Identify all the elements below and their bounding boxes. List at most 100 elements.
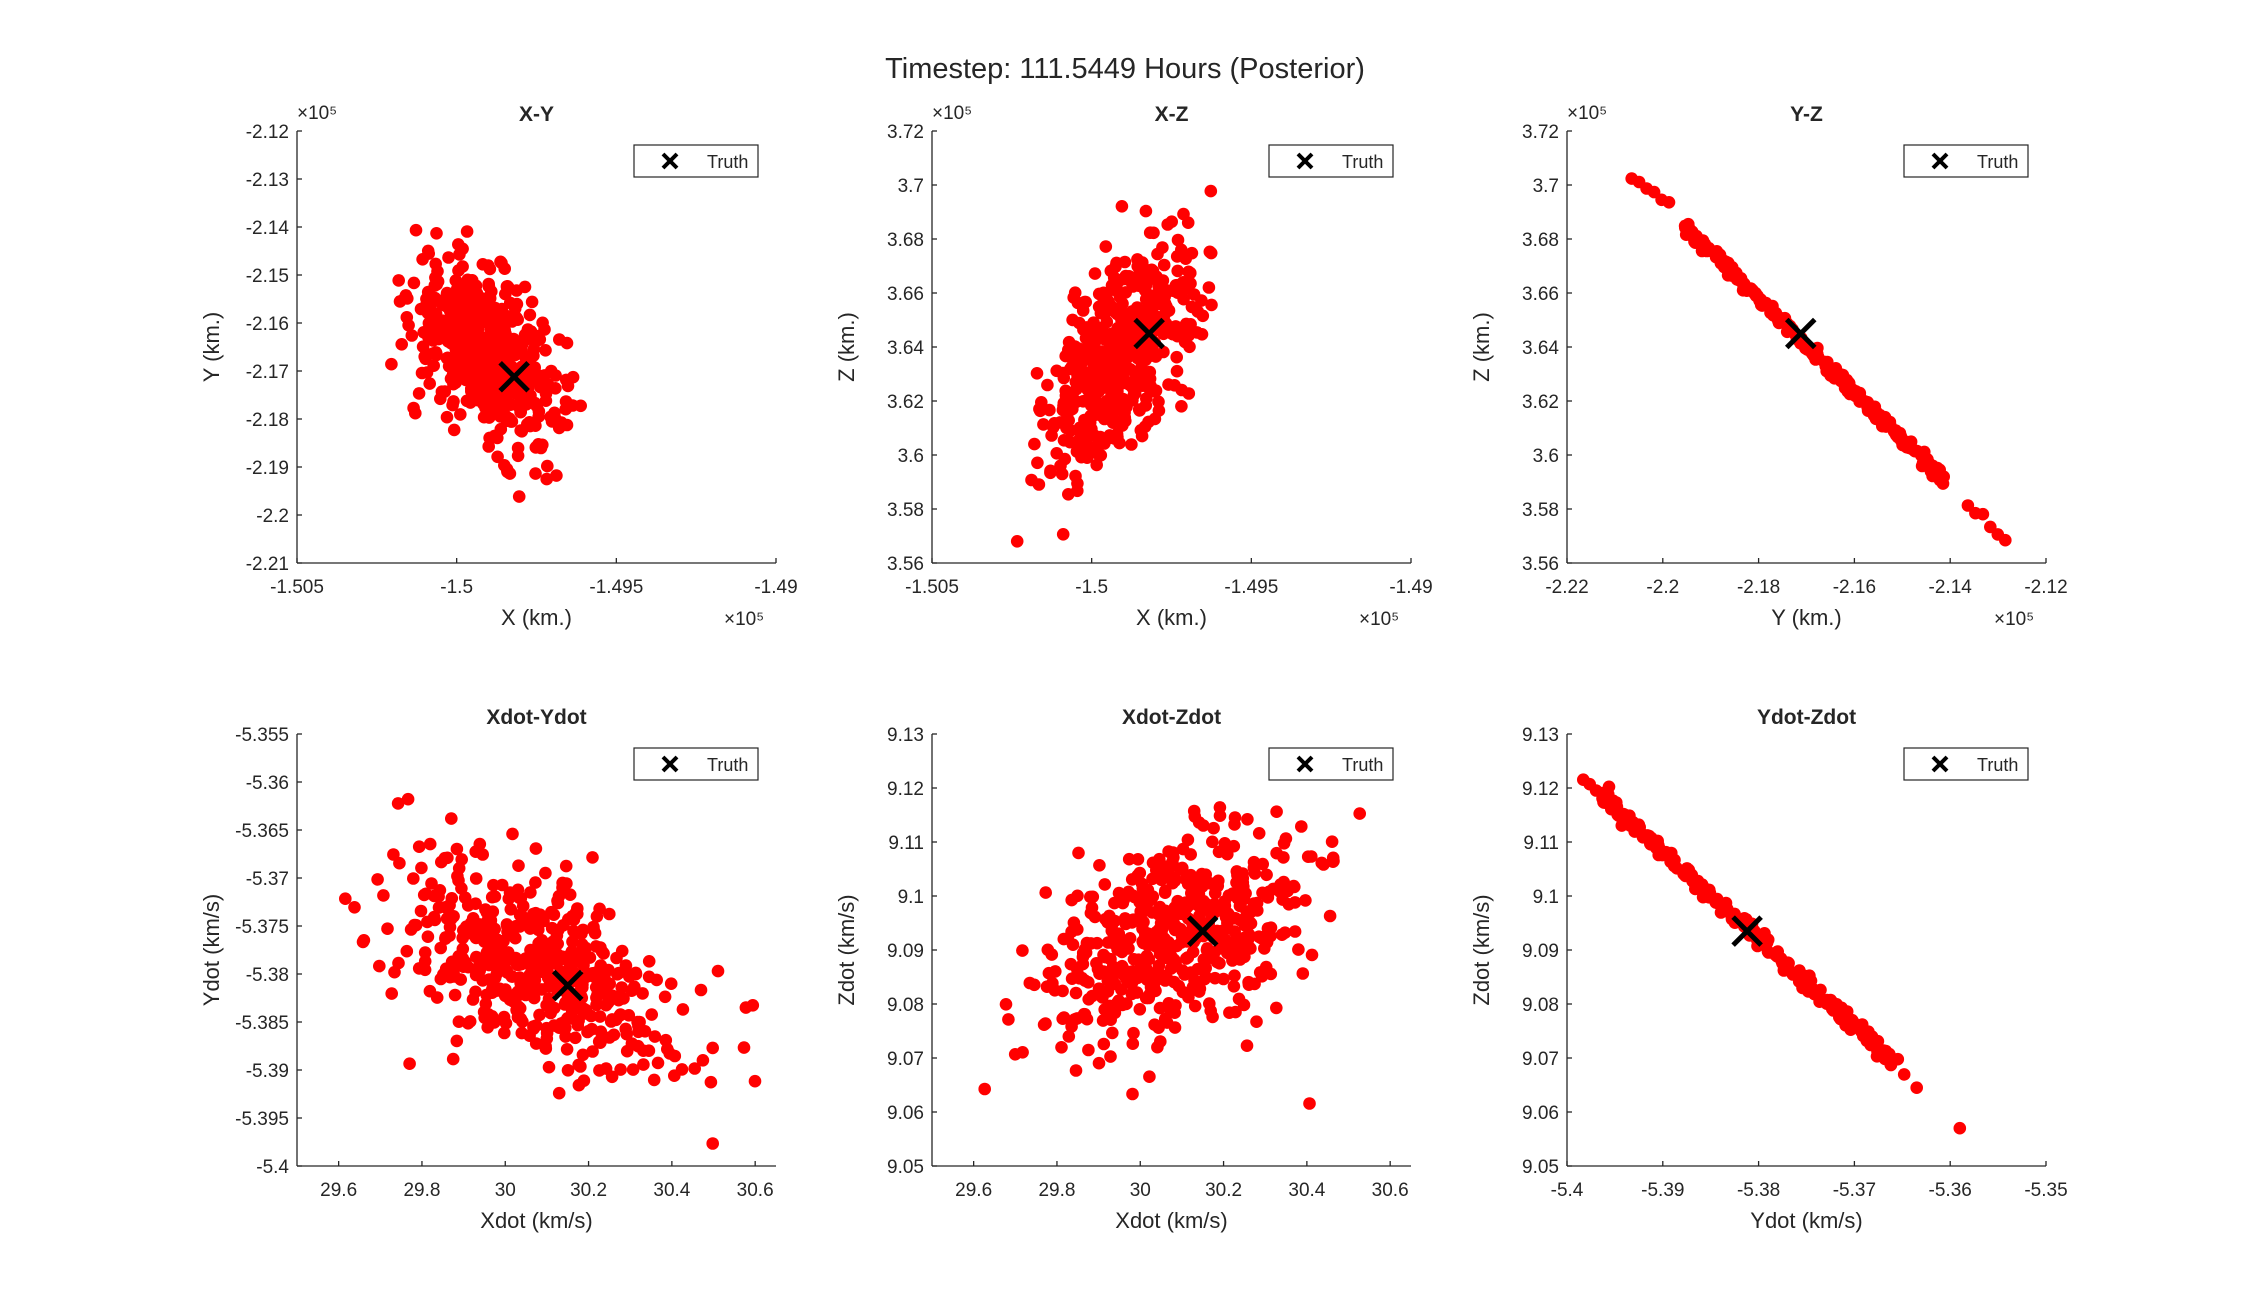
- sample-point: [1104, 952, 1117, 966]
- sample-point: [465, 385, 478, 398]
- subplot-1: -1.505 -1.5 -1.495 -1.49 -2.21 -2.2 -2.19 -2.18…: [199, 103, 798, 630]
- sample-point: [1132, 403, 1146, 416]
- sample-point: [1754, 293, 1767, 306]
- y-tick-label: -2.18: [246, 410, 289, 431]
- sample-point: [412, 387, 426, 400]
- sample-point: [586, 1045, 599, 1058]
- subplot-5: 29.6 29.8 30 30.2 30.4 30.6 9.05 9.06 9.07 9.08 9.…: [834, 706, 1411, 1233]
- sample-point: [1662, 196, 1676, 209]
- sample-point: [461, 899, 475, 912]
- sample-point: [1181, 951, 1195, 964]
- sample-point: [1872, 1042, 1885, 1056]
- x-tick-label: 29.6: [320, 1180, 357, 1201]
- sample-point: [1104, 1050, 1117, 1063]
- sample-point: [1204, 184, 1218, 198]
- sample-point: [1184, 266, 1197, 280]
- sample-point: [463, 331, 477, 345]
- sample-point: [486, 938, 499, 952]
- sample-point: [1064, 957, 1078, 971]
- sample-point: [1057, 399, 1070, 413]
- sample-points: [385, 223, 587, 503]
- sample-point: [1085, 422, 1098, 436]
- sample-point: [545, 1000, 558, 1013]
- sample-points: [1577, 773, 1967, 1135]
- y-tick-label: 3.66: [1522, 284, 1559, 305]
- sample-point: [456, 952, 470, 965]
- sample-point: [1071, 484, 1084, 498]
- sample-points: [1010, 184, 1218, 548]
- sample-point: [431, 265, 444, 278]
- sample-point: [539, 394, 553, 408]
- sample-point: [547, 908, 561, 921]
- sample-point: [1758, 932, 1772, 945]
- sample-point: [658, 990, 672, 1004]
- sample-point: [483, 431, 496, 445]
- y-tick-label: 3.64: [887, 338, 924, 359]
- sample-point: [495, 337, 509, 350]
- sample-point: [1049, 965, 1062, 978]
- sample-point: [536, 438, 549, 452]
- sample-point: [437, 968, 450, 981]
- sample-point: [593, 902, 606, 916]
- sample-point: [477, 410, 491, 424]
- sample-point: [392, 274, 406, 287]
- sample-point: [422, 330, 435, 344]
- sample-point: [1241, 813, 1254, 826]
- legend-box: [1903, 144, 2029, 178]
- sample-point: [556, 876, 569, 890]
- sample-point: [1897, 1068, 1911, 1081]
- sample-point: [441, 851, 454, 865]
- sample-point: [508, 302, 522, 315]
- sample-point: [495, 878, 509, 892]
- sample-point: [1115, 945, 1129, 959]
- y-tick-label: -2.2: [256, 506, 289, 527]
- x-axis-label: Xdot (km/s): [480, 1208, 592, 1233]
- sample-point: [450, 842, 464, 856]
- sample-point: [1618, 809, 1631, 823]
- sample-point: [1296, 967, 1310, 980]
- sample-point: [1079, 295, 1092, 309]
- legend-label: Truth: [707, 755, 748, 775]
- sample-point: [539, 866, 552, 880]
- x-tick-label: -1.505: [270, 577, 324, 598]
- sample-point: [1023, 976, 1037, 990]
- sample-point: [1086, 374, 1100, 387]
- sample-point: [1295, 820, 1308, 833]
- sample-point: [1126, 889, 1140, 902]
- sample-point: [748, 1074, 762, 1088]
- sample-point: [423, 377, 437, 390]
- sample-point: [1065, 893, 1078, 907]
- sample-point: [403, 1057, 416, 1070]
- sample-point: [1183, 277, 1197, 290]
- sample-point: [523, 922, 537, 935]
- sample-point: [1076, 946, 1090, 960]
- sample-point: [1070, 1012, 1084, 1025]
- sample-point: [1130, 986, 1144, 999]
- sample-point: [1150, 863, 1163, 877]
- sample-point: [498, 1026, 511, 1040]
- sample-point: [566, 935, 579, 948]
- sample-point: [1177, 292, 1190, 306]
- sample-point: [1232, 892, 1246, 906]
- sample-point: [623, 970, 636, 983]
- y-axis-label: Y (km.): [199, 312, 224, 382]
- sample-point: [1915, 459, 1929, 473]
- sample-point: [1145, 906, 1159, 919]
- sample-point: [1719, 896, 1733, 910]
- y-tick-label: -5.38: [246, 965, 289, 986]
- sample-point: [1148, 347, 1161, 360]
- sample-point: [1768, 948, 1782, 961]
- y-exponent-label: ×10⁵: [932, 103, 972, 124]
- sample-point: [417, 888, 431, 902]
- legend-label: Truth: [707, 152, 748, 172]
- truth-marker: [1731, 915, 1763, 947]
- subplot-4: 29.6 29.8 30 30.2 30.4 30.6 -5.4 -5.395 -5.39 -5.…: [199, 706, 776, 1233]
- sample-point: [706, 1041, 719, 1055]
- sample-point: [1131, 853, 1145, 866]
- sample-point: [473, 964, 487, 977]
- y-axis-label: Z (km.): [1469, 312, 1494, 382]
- sample-point: [1652, 848, 1665, 862]
- y-tick-label: 3.62: [1522, 392, 1559, 413]
- sample-point: [706, 1137, 719, 1150]
- legend-box: [633, 144, 759, 178]
